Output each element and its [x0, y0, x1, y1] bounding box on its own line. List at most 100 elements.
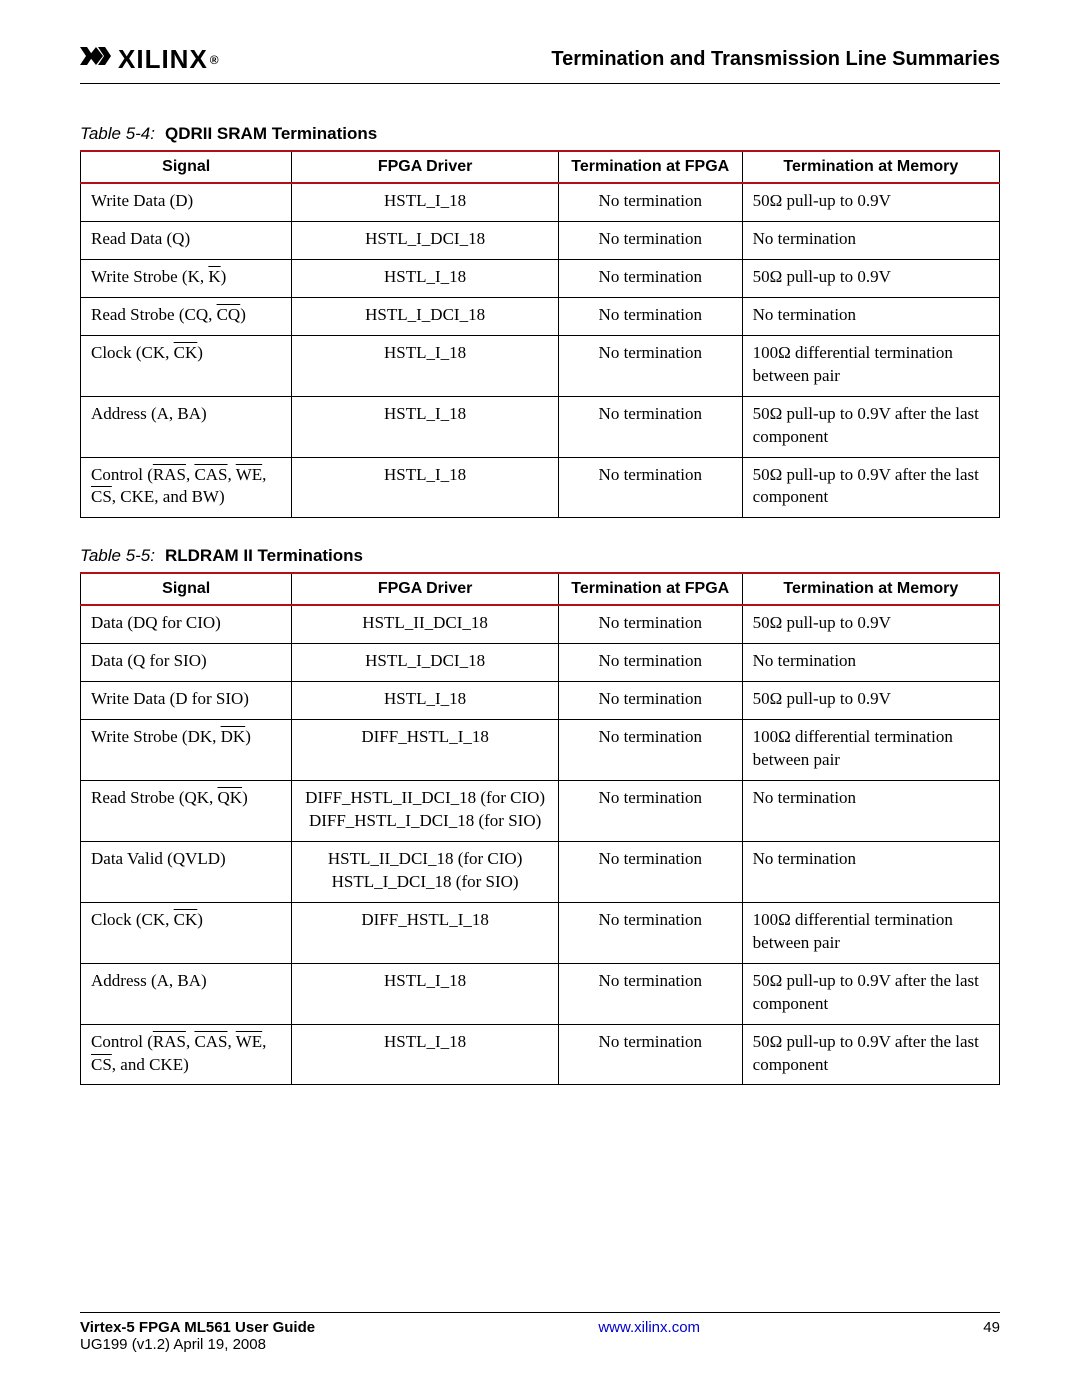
footer-left: Virtex-5 FPGA ML561 User Guide UG199 (v1… [80, 1319, 315, 1353]
footer-center: www.xilinx.com [598, 1319, 700, 1353]
table-row: Data Valid (QVLD)HSTL_II_DCI_18 (for CIO… [81, 841, 1000, 902]
cell-driver: DIFF_HSTL_I_18 [292, 720, 559, 781]
cell-signal: Control (RAS, CAS, WE, CS, and CKE) [81, 1024, 292, 1085]
page-footer: Virtex-5 FPGA ML561 User Guide UG199 (v1… [80, 1312, 1000, 1353]
table-row: Data (Q for SIO)HSTL_I_DCI_18No terminat… [81, 644, 1000, 682]
cell-mem-term: No termination [742, 297, 999, 335]
table-caption: Table 5-4:QDRII SRAM Terminations [80, 124, 1000, 144]
cell-signal: Read Strobe (CQ, CQ) [81, 297, 292, 335]
cell-signal: Clock (CK, CK) [81, 902, 292, 963]
cell-fpga-term: No termination [558, 221, 742, 259]
cell-fpga-term: No termination [558, 396, 742, 457]
footer-doc-title: Virtex-5 FPGA ML561 User Guide [80, 1319, 315, 1336]
cell-driver: DIFF_HSTL_I_18 [292, 902, 559, 963]
logo-text: XILINX [118, 44, 208, 75]
table-row: Write Strobe (K, K)HSTL_I_18No terminati… [81, 259, 1000, 297]
cell-fpga-term: No termination [558, 644, 742, 682]
table-row: Clock (CK, CK)DIFF_HSTL_I_18No terminati… [81, 902, 1000, 963]
table-caption-title: RLDRAM II Terminations [165, 546, 363, 565]
cell-signal: Write Strobe (K, K) [81, 259, 292, 297]
cell-mem-term: 50Ω pull-up to 0.9V after the last compo… [742, 457, 999, 518]
cell-fpga-term: No termination [558, 963, 742, 1024]
page-header: XILINX® Termination and Transmission Lin… [80, 44, 1000, 84]
cell-signal: Read Strobe (QK, QK) [81, 781, 292, 842]
cell-fpga-term: No termination [558, 183, 742, 221]
cell-driver: HSTL_I_DCI_18 [292, 221, 559, 259]
cell-mem-term: 50Ω pull-up to 0.9V [742, 183, 999, 221]
cell-fpga-term: No termination [558, 605, 742, 643]
cell-mem-term: No termination [742, 841, 999, 902]
logo-reg-icon: ® [210, 53, 220, 67]
table-caption: Table 5-5: RLDRAM II Terminations [80, 546, 1000, 566]
tables-container: Table 5-4:QDRII SRAM TerminationsSignalF… [80, 124, 1000, 1085]
table-row: Write Data (D for SIO)HSTL_I_18No termin… [81, 682, 1000, 720]
cell-driver: HSTL_I_18 [292, 396, 559, 457]
cell-driver: DIFF_HSTL_II_DCI_18 (for CIO) DIFF_HSTL_… [292, 781, 559, 842]
cell-mem-term: 100Ω differential termination between pa… [742, 902, 999, 963]
table-row: Write Data (D)HSTL_I_18No termination50Ω… [81, 183, 1000, 221]
cell-fpga-term: No termination [558, 902, 742, 963]
cell-fpga-term: No termination [558, 1024, 742, 1085]
footer-doc-ref: UG199 (v1.2) April 19, 2008 [80, 1336, 315, 1353]
cell-driver: HSTL_I_DCI_18 [292, 644, 559, 682]
table-row: Read Strobe (CQ, CQ)HSTL_I_DCI_18No term… [81, 297, 1000, 335]
cell-signal: Data Valid (QVLD) [81, 841, 292, 902]
cell-fpga-term: No termination [558, 297, 742, 335]
cell-signal: Write Strobe (DK, DK) [81, 720, 292, 781]
cell-driver: HSTL_I_DCI_18 [292, 297, 559, 335]
table-caption-title: QDRII SRAM Terminations [165, 124, 377, 143]
table-row: Write Strobe (DK, DK)DIFF_HSTL_I_18No te… [81, 720, 1000, 781]
cell-driver: HSTL_I_18 [292, 335, 559, 396]
column-header: FPGA Driver [292, 573, 559, 605]
cell-signal: Write Data (D for SIO) [81, 682, 292, 720]
cell-fpga-term: No termination [558, 682, 742, 720]
footer-url-link[interactable]: www.xilinx.com [598, 1319, 700, 1336]
cell-driver: HSTL_I_18 [292, 682, 559, 720]
cell-fpga-term: No termination [558, 457, 742, 518]
cell-mem-term: 50Ω pull-up to 0.9V [742, 259, 999, 297]
cell-fpga-term: No termination [558, 781, 742, 842]
cell-driver: HSTL_I_18 [292, 963, 559, 1024]
cell-mem-term: No termination [742, 644, 999, 682]
cell-driver: HSTL_I_18 [292, 1024, 559, 1085]
cell-signal: Address (A, BA) [81, 396, 292, 457]
cell-mem-term: 50Ω pull-up to 0.9V [742, 605, 999, 643]
cell-fpga-term: No termination [558, 841, 742, 902]
table-row: Address (A, BA)HSTL_I_18No termination50… [81, 396, 1000, 457]
column-header: FPGA Driver [292, 151, 559, 183]
cell-signal: Clock (CK, CK) [81, 335, 292, 396]
cell-signal: Data (DQ for CIO) [81, 605, 292, 643]
table-row: Control (RAS, CAS, WE, CS, and CKE)HSTL_… [81, 1024, 1000, 1085]
cell-mem-term: 50Ω pull-up to 0.9V after the last compo… [742, 1024, 999, 1085]
termination-table: SignalFPGA DriverTermination at FPGATerm… [80, 150, 1000, 518]
termination-table: SignalFPGA DriverTermination at FPGATerm… [80, 572, 1000, 1085]
table-row: Control (RAS, CAS, WE, CS, CKE, and BW)H… [81, 457, 1000, 518]
cell-fpga-term: No termination [558, 335, 742, 396]
column-header: Termination at Memory [742, 573, 999, 605]
cell-signal: Write Data (D) [81, 183, 292, 221]
cell-driver: HSTL_I_18 [292, 183, 559, 221]
column-header: Termination at FPGA [558, 151, 742, 183]
cell-mem-term: 50Ω pull-up to 0.9V after the last compo… [742, 396, 999, 457]
cell-signal: Address (A, BA) [81, 963, 292, 1024]
logo-mark-icon [80, 47, 112, 73]
column-header: Signal [81, 573, 292, 605]
cell-driver: HSTL_II_DCI_18 [292, 605, 559, 643]
table-row: Clock (CK, CK)HSTL_I_18No termination100… [81, 335, 1000, 396]
cell-mem-term: 100Ω differential termination between pa… [742, 720, 999, 781]
table-row: Data (DQ for CIO)HSTL_II_DCI_18No termin… [81, 605, 1000, 643]
cell-mem-term: 100Ω differential termination between pa… [742, 335, 999, 396]
cell-signal: Data (Q for SIO) [81, 644, 292, 682]
cell-mem-term: 50Ω pull-up to 0.9V after the last compo… [742, 963, 999, 1024]
cell-fpga-term: No termination [558, 720, 742, 781]
logo: XILINX® [80, 44, 220, 75]
column-header: Signal [81, 151, 292, 183]
cell-driver: HSTL_I_18 [292, 457, 559, 518]
table-caption-label: Table 5-5: [80, 546, 155, 565]
table-row: Read Data (Q)HSTL_I_DCI_18No termination… [81, 221, 1000, 259]
column-header: Termination at FPGA [558, 573, 742, 605]
cell-mem-term: No termination [742, 781, 999, 842]
cell-driver: HSTL_II_DCI_18 (for CIO) HSTL_I_DCI_18 (… [292, 841, 559, 902]
cell-fpga-term: No termination [558, 259, 742, 297]
cell-signal: Read Data (Q) [81, 221, 292, 259]
